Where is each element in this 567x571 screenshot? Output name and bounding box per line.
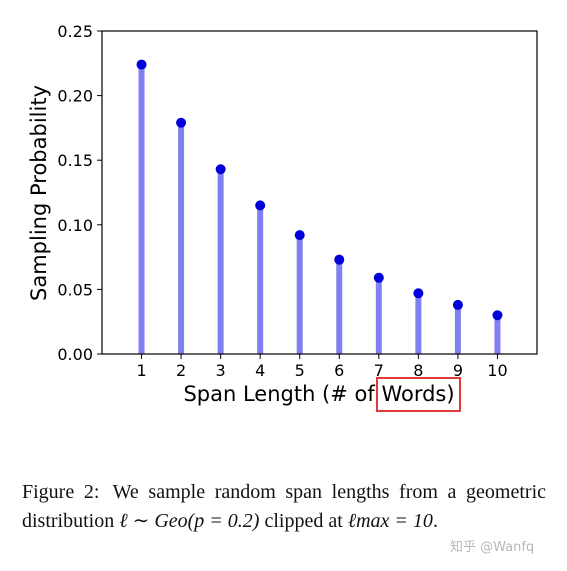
stem-marker [413, 288, 424, 299]
x-tick-label: 1 [136, 361, 146, 380]
watermark: 知乎 @Wanfq [450, 540, 535, 555]
stem-marker [334, 254, 345, 265]
stem-marker [452, 299, 463, 310]
x-tick-label: 7 [374, 361, 384, 380]
x-tick-label: 10 [487, 361, 507, 380]
stem-chart: 0.00 0.05 0.10 0.15 0.20 0.25 1 2 3 4 5 6 7 8 9 10 Spa… [27, 22, 538, 412]
caption-text-1: We sample random span lengths from a geo… [22, 481, 547, 532]
caption-math-max: ℓmax = 10 [347, 510, 433, 532]
x-tick-label: 2 [176, 361, 186, 380]
stem-marker [136, 59, 147, 70]
highlight-box [376, 377, 461, 412]
stem-marker [294, 230, 305, 241]
y-tick-label: 0.05 [57, 280, 93, 299]
stem-marker [176, 117, 187, 128]
stem-marker [492, 310, 503, 321]
y-tick-label: 0.15 [57, 151, 93, 170]
y-tick-label: 0.10 [57, 216, 93, 235]
plot-frame [101, 30, 538, 355]
x-axis-ticks: 1 2 3 4 5 6 7 8 9 10 [136, 354, 508, 380]
caption-text-2: clipped at [259, 510, 348, 532]
stem-marker [255, 200, 266, 211]
x-tick-label: 9 [453, 361, 463, 380]
x-tick-label: 6 [334, 361, 344, 380]
figure-label: Figure 2: [22, 481, 100, 503]
y-axis-label: Sampling Probability [27, 85, 51, 301]
x-tick-label: 5 [295, 361, 305, 380]
caption-math-distribution: ℓ ∼ Geo(p = 0.2) [119, 510, 260, 532]
stem-lines [138, 64, 501, 354]
y-axis-ticks: 0.00 0.05 0.10 0.15 0.20 0.25 [57, 22, 102, 364]
stem-markers [136, 59, 503, 321]
y-tick-label: 0.00 [57, 345, 93, 364]
stem-marker [373, 272, 384, 283]
x-tick-label: 8 [413, 361, 423, 380]
y-tick-label: 0.25 [57, 22, 93, 41]
caption-text-3: . [432, 510, 438, 532]
x-tick-label: 4 [255, 361, 265, 380]
x-tick-label: 3 [216, 361, 226, 380]
x-axis-label: Span Length (# of Words) [183, 382, 454, 406]
y-tick-label: 0.20 [57, 87, 93, 106]
figure-caption: Figure 2: We sample random span lengths … [22, 478, 546, 536]
stem-marker [215, 164, 226, 175]
